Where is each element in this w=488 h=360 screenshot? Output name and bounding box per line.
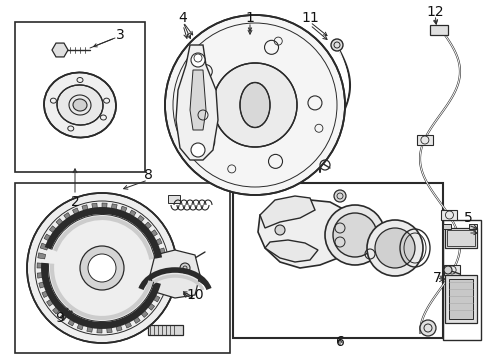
Polygon shape bbox=[82, 205, 88, 213]
Circle shape bbox=[333, 190, 346, 202]
Bar bbox=[442, 224, 450, 229]
Bar bbox=[443, 265, 459, 275]
Text: 9: 9 bbox=[56, 311, 64, 325]
Circle shape bbox=[443, 266, 451, 274]
Polygon shape bbox=[87, 324, 93, 332]
Polygon shape bbox=[159, 258, 166, 264]
Polygon shape bbox=[149, 230, 157, 238]
Bar bbox=[448, 279, 472, 319]
Polygon shape bbox=[128, 210, 136, 219]
Circle shape bbox=[88, 254, 116, 282]
Polygon shape bbox=[60, 312, 68, 321]
Polygon shape bbox=[120, 206, 126, 215]
Bar bbox=[15, 22, 145, 172]
Polygon shape bbox=[97, 326, 102, 333]
Circle shape bbox=[80, 246, 124, 290]
Circle shape bbox=[191, 53, 204, 67]
Ellipse shape bbox=[73, 99, 87, 111]
Polygon shape bbox=[158, 277, 166, 283]
Polygon shape bbox=[146, 302, 154, 310]
Polygon shape bbox=[150, 250, 200, 298]
Circle shape bbox=[191, 143, 204, 157]
Polygon shape bbox=[63, 212, 72, 221]
Polygon shape bbox=[115, 323, 122, 331]
Polygon shape bbox=[153, 238, 162, 246]
Polygon shape bbox=[111, 204, 117, 212]
Polygon shape bbox=[92, 203, 97, 211]
Polygon shape bbox=[39, 282, 47, 288]
Bar bbox=[444, 275, 476, 323]
Bar bbox=[446, 230, 474, 246]
Text: 10: 10 bbox=[186, 288, 203, 302]
Polygon shape bbox=[53, 306, 61, 314]
Polygon shape bbox=[102, 203, 107, 210]
Text: 7: 7 bbox=[432, 271, 441, 285]
Bar bbox=[232, 183, 442, 338]
Bar bbox=[444, 228, 476, 248]
Polygon shape bbox=[68, 318, 76, 326]
Text: 4: 4 bbox=[178, 11, 187, 25]
Polygon shape bbox=[260, 196, 314, 228]
Polygon shape bbox=[140, 309, 148, 318]
Circle shape bbox=[180, 263, 190, 273]
Polygon shape bbox=[56, 219, 64, 227]
Polygon shape bbox=[157, 248, 165, 255]
Polygon shape bbox=[160, 268, 167, 273]
Bar bbox=[442, 220, 480, 340]
Circle shape bbox=[374, 228, 414, 268]
Text: 12: 12 bbox=[426, 5, 443, 19]
Polygon shape bbox=[190, 70, 205, 130]
Circle shape bbox=[332, 213, 376, 257]
Polygon shape bbox=[124, 320, 131, 328]
Polygon shape bbox=[176, 45, 218, 160]
Polygon shape bbox=[142, 222, 151, 230]
Bar bbox=[148, 325, 183, 335]
Text: 1: 1 bbox=[245, 11, 254, 25]
Text: 6: 6 bbox=[335, 335, 344, 349]
Bar bbox=[168, 195, 180, 203]
Polygon shape bbox=[42, 290, 50, 297]
Polygon shape bbox=[49, 226, 58, 234]
Circle shape bbox=[330, 39, 342, 51]
Polygon shape bbox=[46, 298, 55, 306]
Polygon shape bbox=[77, 321, 84, 330]
Bar bbox=[468, 224, 476, 229]
Polygon shape bbox=[37, 263, 44, 268]
Polygon shape bbox=[44, 234, 52, 242]
Polygon shape bbox=[72, 208, 80, 216]
Bar bbox=[441, 210, 456, 220]
Polygon shape bbox=[151, 294, 160, 302]
Polygon shape bbox=[38, 253, 45, 259]
Polygon shape bbox=[37, 273, 44, 278]
Circle shape bbox=[213, 63, 296, 147]
Bar bbox=[15, 183, 229, 353]
Circle shape bbox=[274, 225, 285, 235]
Circle shape bbox=[27, 193, 177, 343]
Circle shape bbox=[325, 205, 384, 265]
Polygon shape bbox=[132, 315, 140, 323]
Ellipse shape bbox=[240, 82, 269, 127]
Bar bbox=[429, 25, 447, 35]
Bar bbox=[416, 135, 432, 145]
Polygon shape bbox=[136, 215, 144, 224]
Text: 8: 8 bbox=[143, 168, 152, 182]
Text: 5: 5 bbox=[463, 211, 471, 225]
Text: 2: 2 bbox=[70, 195, 79, 209]
Text: 11: 11 bbox=[301, 11, 318, 25]
Circle shape bbox=[419, 320, 435, 336]
Polygon shape bbox=[155, 286, 163, 293]
Circle shape bbox=[164, 15, 345, 195]
Polygon shape bbox=[40, 243, 48, 250]
Ellipse shape bbox=[44, 72, 116, 138]
Polygon shape bbox=[52, 43, 68, 57]
Polygon shape bbox=[258, 200, 354, 268]
Polygon shape bbox=[264, 240, 317, 262]
Text: 3: 3 bbox=[115, 28, 124, 42]
Circle shape bbox=[366, 220, 422, 276]
Ellipse shape bbox=[57, 85, 103, 125]
Polygon shape bbox=[106, 325, 112, 333]
